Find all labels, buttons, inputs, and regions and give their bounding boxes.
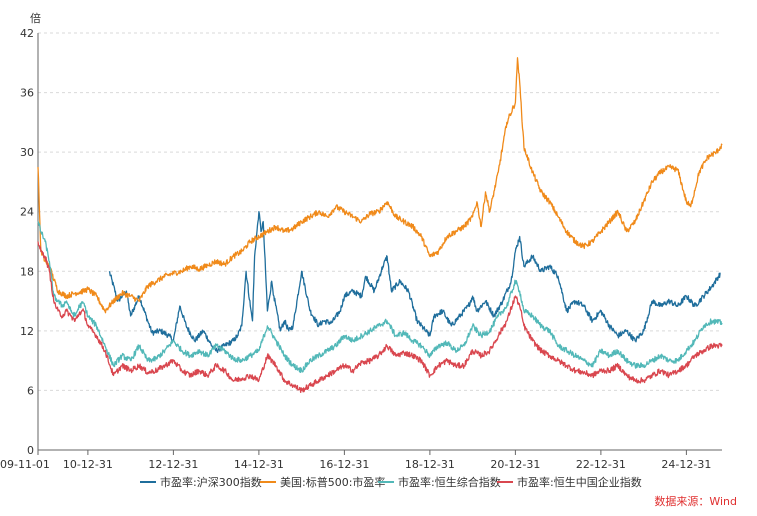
series-line-2 xyxy=(37,221,723,374)
data-source-label: 数据来源：Wind xyxy=(654,494,737,508)
series-lines xyxy=(37,57,723,394)
y-tick-label: 36 xyxy=(20,87,34,100)
y-tick-label: 0 xyxy=(27,444,34,457)
legend-label: 市盈率:沪深300指数 xyxy=(160,475,262,489)
series-line-3 xyxy=(37,241,723,394)
y-tick-label: 42 xyxy=(20,27,34,40)
x-tick-label: 09-11-01 xyxy=(0,458,50,471)
series-line-1 xyxy=(37,57,723,314)
x-axis: 09-11-01 10-12-31 12-12-31 14-12-31 16-12-31… xyxy=(0,449,722,471)
legend-label: 市盈率:恒生综合指数 xyxy=(398,475,501,489)
legend-label: 美国:标普500:市盈率 xyxy=(280,475,385,489)
x-tick-label: 22-12-31 xyxy=(576,458,626,471)
x-tick-label: 18-12-31 xyxy=(405,458,455,471)
x-tick-label: 24-12-31 xyxy=(661,458,711,471)
y-unit-label: 倍 xyxy=(30,11,41,25)
y-tick-label: 12 xyxy=(20,325,34,338)
x-tick-label: 12-12-31 xyxy=(148,458,198,471)
legend-label: 市盈率:恒生中国企业指数 xyxy=(517,475,642,489)
x-tick-label: 10-12-31 xyxy=(63,458,113,471)
y-tick-label: 30 xyxy=(20,146,34,159)
x-tick-label: 20-12-31 xyxy=(490,458,540,471)
gridlines xyxy=(38,32,722,451)
y-tick-label: 6 xyxy=(27,384,34,397)
series-line-0 xyxy=(108,211,721,354)
y-tick-label: 18 xyxy=(20,265,34,278)
x-tick-label: 14-12-31 xyxy=(234,458,284,471)
x-tick-label: 16-12-31 xyxy=(319,458,369,471)
legend: 市盈率:沪深300指数 美国:标普500:市盈率 市盈率:恒生综合指数 市盈率:恒生中… xyxy=(140,475,642,489)
y-tick-label: 24 xyxy=(20,206,34,219)
y-axis: 0 6 12 18 24 30 36 42 xyxy=(20,27,39,457)
